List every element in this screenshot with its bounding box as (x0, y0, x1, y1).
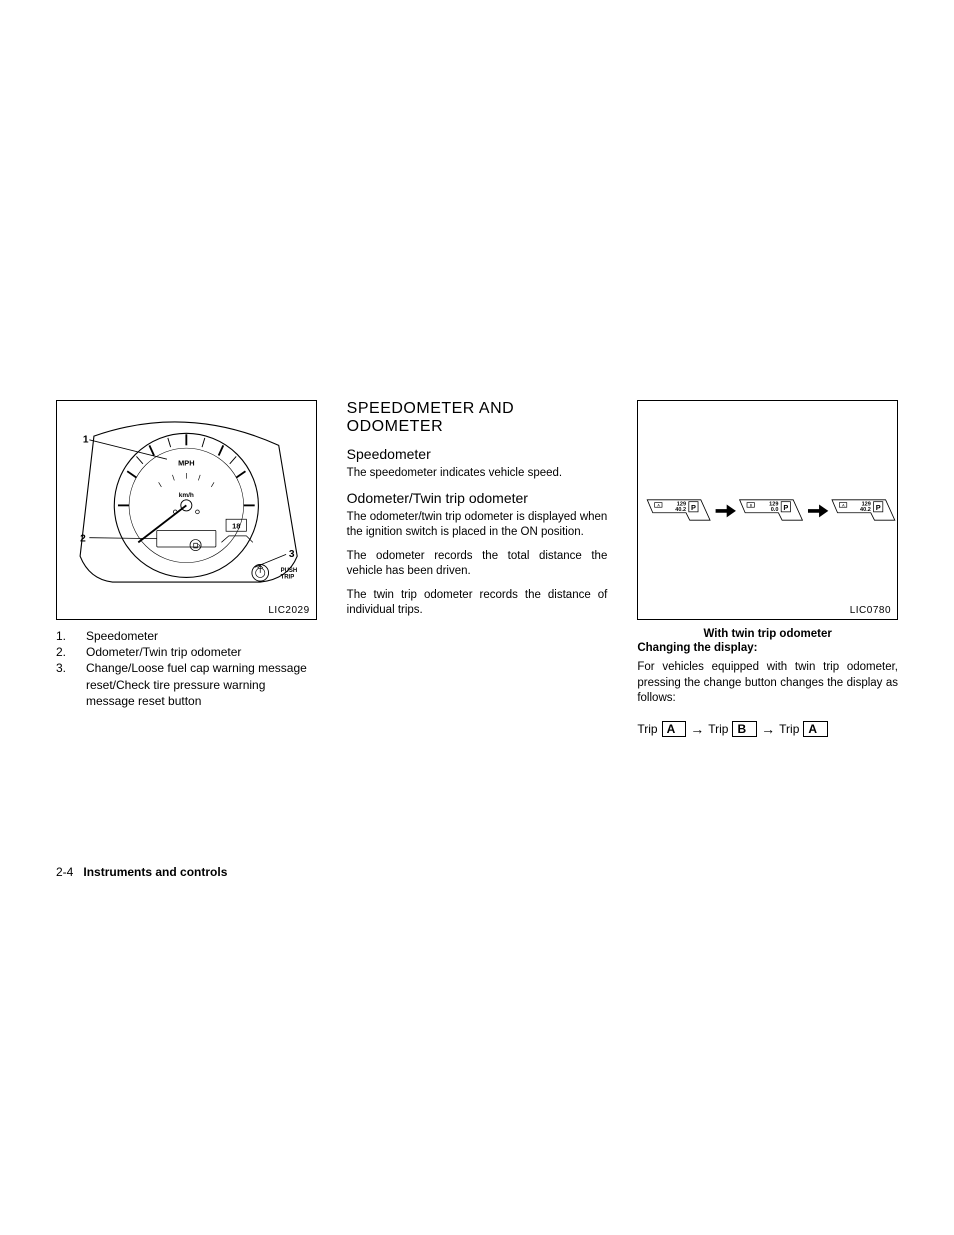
legend-text: Change/Loose fuel cap warning message re… (86, 660, 317, 709)
kmh-label: km/h (179, 492, 194, 499)
trip-box-a: A (662, 721, 687, 737)
legend-num: 3. (56, 660, 86, 709)
para-speedometer: The speedometer indicates vehicle speed. (347, 466, 608, 482)
figure2-label: LIC0780 (850, 605, 891, 616)
page-number: 2-4 (56, 865, 73, 879)
figure1-label: LIC2029 (268, 605, 309, 616)
temp-value: 18 (232, 521, 240, 530)
callout-1: 1 (83, 435, 89, 446)
callout-3: 3 (289, 549, 295, 560)
trip-box-b: B (732, 721, 757, 737)
speedometer-diagram: MPH km/h 18 (57, 401, 316, 619)
subheading-odometer: Odometer/Twin trip odometer (347, 490, 608, 506)
svg-text:A: A (658, 503, 661, 507)
chapter-title: Instruments and controls (83, 865, 227, 879)
subheading-speedometer: Speedometer (347, 446, 608, 462)
column-left: MPH km/h 18 (56, 400, 317, 737)
trip-label: TRIP (281, 574, 295, 580)
section-title: SPEEDOMETER AND ODOMETER (347, 400, 608, 436)
arrow-icon: → (761, 721, 775, 737)
legend-num: 2. (56, 644, 86, 660)
mph-label: MPH (178, 459, 194, 468)
svg-text:P: P (876, 503, 881, 512)
push-label: PUSH (281, 568, 298, 574)
legend-row: 3. Change/Loose fuel cap warning message… (56, 660, 317, 709)
trip-box-a: A (803, 721, 828, 737)
trip-label: Trip (779, 722, 799, 736)
legend-row: 2. Odometer/Twin trip odometer (56, 644, 317, 660)
changing-display-title: Changing the display: (637, 642, 898, 654)
figure2-caption: With twin trip odometer (637, 628, 898, 640)
svg-text:P: P (784, 503, 789, 512)
figure1-legend: 1. Speedometer 2. Odometer/Twin trip odo… (56, 628, 317, 709)
svg-text:P: P (691, 503, 696, 512)
trip-sequence: Trip A → Trip B → Trip A (637, 721, 898, 737)
arrow-icon: → (690, 721, 704, 737)
figure-speedometer: MPH km/h 18 (56, 400, 317, 620)
para-odometer-2: The odometer records the total distance … (347, 549, 608, 580)
callout-2: 2 (80, 533, 86, 544)
svg-text:0.0: 0.0 (771, 507, 779, 513)
column-right: A 129 40.2 P B 129 0.0 P (637, 400, 898, 737)
svg-text:A: A (843, 503, 846, 507)
para-changing: For vehicles equipped with twin trip odo… (637, 660, 898, 707)
para-odometer-1: The odometer/twin trip odometer is displ… (347, 510, 608, 541)
figure-odometer-sequence: A 129 40.2 P B 129 0.0 P (637, 400, 898, 620)
legend-text: Odometer/Twin trip odometer (86, 644, 317, 660)
legend-row: 1. Speedometer (56, 628, 317, 644)
legend-num: 1. (56, 628, 86, 644)
svg-text:40.2: 40.2 (860, 507, 871, 513)
trip-label: Trip (708, 722, 728, 736)
legend-text: Speedometer (86, 628, 317, 644)
svg-text:B: B (750, 503, 753, 507)
page-footer: 2-4 Instruments and controls (56, 865, 227, 879)
svg-text:40.2: 40.2 (676, 507, 687, 513)
para-odometer-3: The twin trip odometer records the dista… (347, 588, 608, 619)
trip-label: Trip (637, 722, 657, 736)
odometer-diagram: A 129 40.2 P B 129 0.0 P (638, 401, 897, 619)
column-middle: SPEEDOMETER AND ODOMETER Speedometer The… (347, 400, 608, 737)
